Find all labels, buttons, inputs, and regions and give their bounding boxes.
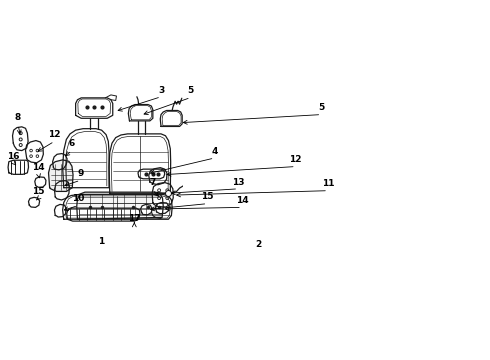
Text: 16: 16 bbox=[7, 152, 20, 161]
Polygon shape bbox=[138, 169, 165, 179]
Polygon shape bbox=[109, 134, 171, 193]
Polygon shape bbox=[75, 98, 113, 118]
Text: 14: 14 bbox=[32, 163, 45, 172]
Polygon shape bbox=[155, 203, 169, 214]
Text: 13: 13 bbox=[232, 177, 245, 186]
Text: 12: 12 bbox=[290, 155, 302, 164]
Polygon shape bbox=[141, 204, 152, 215]
Polygon shape bbox=[49, 160, 73, 192]
Text: 8: 8 bbox=[15, 113, 21, 122]
Text: 15: 15 bbox=[32, 187, 45, 196]
Text: 4: 4 bbox=[211, 147, 218, 156]
Polygon shape bbox=[54, 204, 66, 217]
Text: 5: 5 bbox=[318, 103, 324, 112]
Polygon shape bbox=[35, 177, 46, 187]
Polygon shape bbox=[67, 208, 140, 221]
Polygon shape bbox=[13, 127, 28, 150]
Text: 10: 10 bbox=[72, 194, 84, 203]
Polygon shape bbox=[128, 104, 153, 121]
Text: 2: 2 bbox=[255, 240, 262, 249]
Text: 9: 9 bbox=[77, 169, 84, 178]
Text: 14: 14 bbox=[236, 196, 248, 205]
Text: 3: 3 bbox=[158, 86, 164, 95]
Text: 5: 5 bbox=[188, 86, 194, 95]
Text: 15: 15 bbox=[201, 193, 214, 202]
Polygon shape bbox=[25, 140, 43, 163]
Polygon shape bbox=[8, 160, 28, 174]
Polygon shape bbox=[149, 168, 167, 185]
Polygon shape bbox=[54, 181, 69, 200]
Text: 7: 7 bbox=[149, 178, 155, 187]
Polygon shape bbox=[160, 111, 182, 126]
Polygon shape bbox=[28, 197, 40, 207]
Text: 6: 6 bbox=[69, 139, 75, 148]
Text: 17: 17 bbox=[128, 213, 141, 222]
Polygon shape bbox=[63, 129, 109, 188]
Text: 12: 12 bbox=[48, 130, 61, 139]
Polygon shape bbox=[152, 183, 173, 207]
Polygon shape bbox=[63, 194, 172, 219]
Polygon shape bbox=[52, 154, 67, 170]
Text: 1: 1 bbox=[98, 237, 105, 246]
Text: 11: 11 bbox=[322, 179, 334, 188]
Polygon shape bbox=[77, 192, 163, 219]
